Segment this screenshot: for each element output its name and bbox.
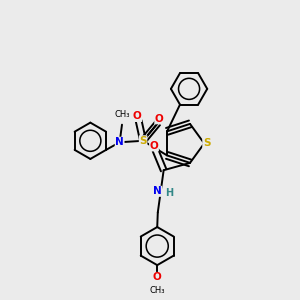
Text: N: N: [115, 137, 124, 147]
Text: O: O: [155, 114, 164, 124]
Text: O: O: [153, 272, 162, 282]
Text: CH₃: CH₃: [149, 286, 165, 295]
Text: O: O: [150, 141, 158, 151]
Text: S: S: [139, 136, 147, 146]
Text: O: O: [133, 112, 142, 122]
Text: CH₃: CH₃: [114, 110, 130, 119]
Text: H: H: [166, 188, 174, 198]
Text: N: N: [153, 186, 162, 196]
Text: S: S: [203, 138, 210, 148]
